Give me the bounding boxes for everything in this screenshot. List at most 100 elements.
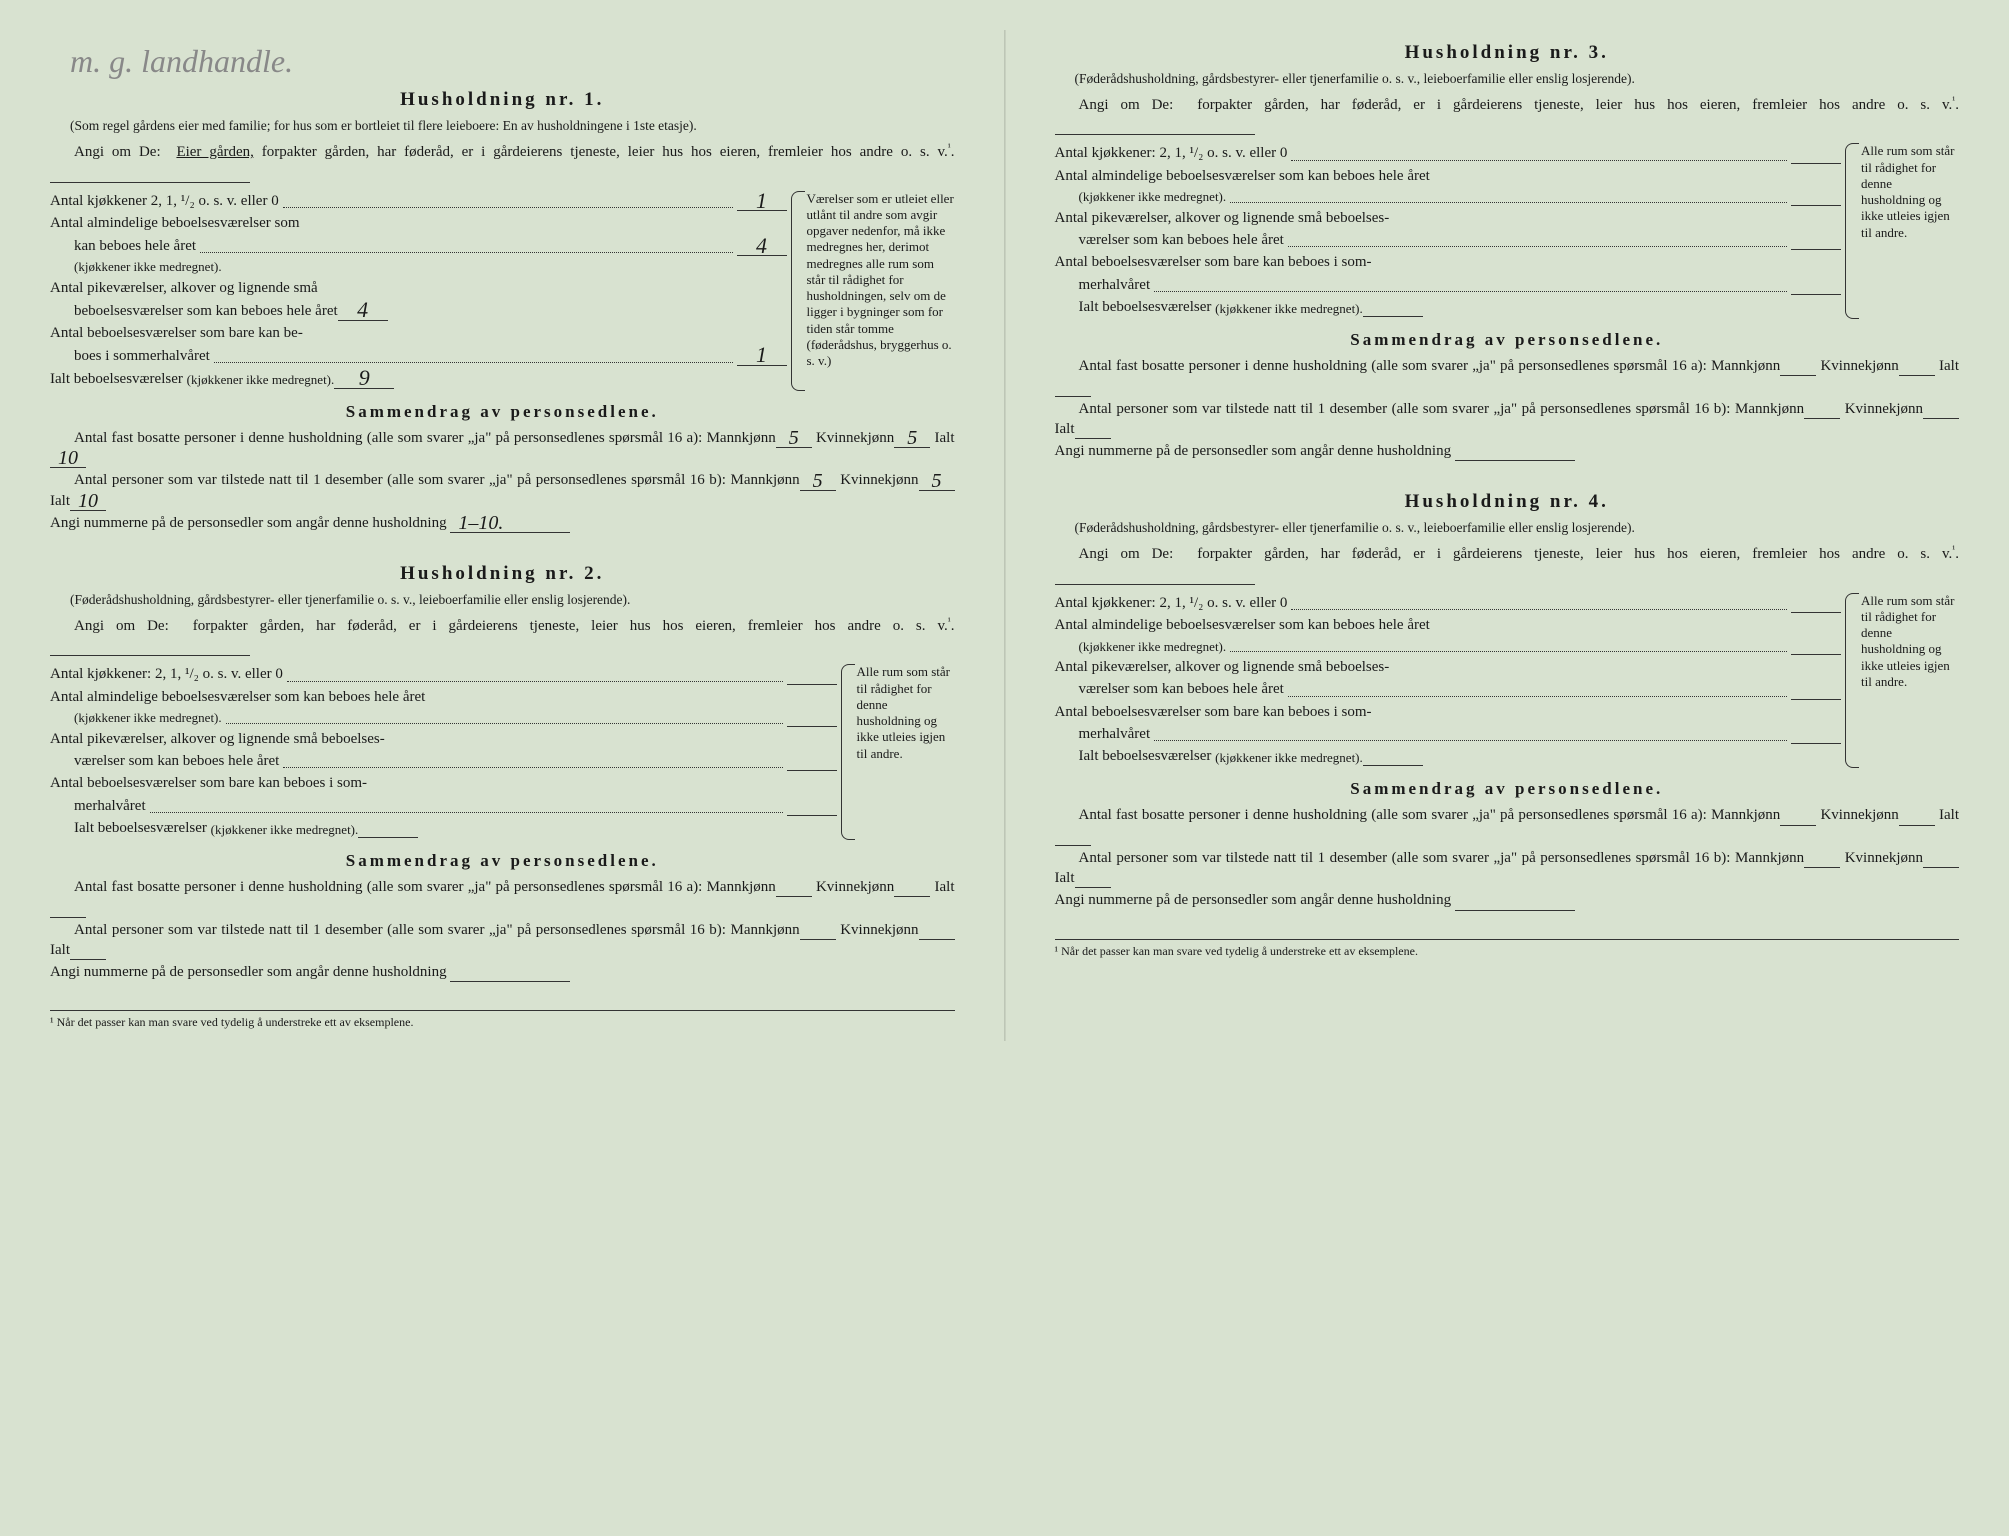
q-ialt: Ialt beboelsesværelser (kjøkkener ikke m… — [1055, 297, 1842, 317]
val-kjokken — [787, 667, 837, 685]
q-pike-b: værelser som kan beboes hele året — [1055, 679, 1842, 699]
val-sommer — [787, 798, 837, 816]
q-ialt: Ialt beboelsesværelser (kjøkkener ikke m… — [1055, 746, 1842, 766]
document-spread: m. g. landhandle. Husholdning nr. 1. (So… — [30, 30, 1979, 1041]
q-kjokken: Antal kjøkkener: 2, 1, ¹/₂ o. s. v. elle… — [1055, 143, 1842, 163]
angi-line: Angi om De: Eier gården, forpakter gårde… — [50, 141, 955, 183]
val-ialt — [1363, 748, 1423, 766]
brace-icon — [791, 191, 805, 391]
sum-16b: Antal personer som var tilstede natt til… — [50, 470, 955, 511]
sum-16a: Antal fast bosatte personer i denne hush… — [50, 877, 955, 918]
q-pike-a: Antal pikeværelser, alkover og lignende … — [50, 729, 837, 749]
val-kjokken — [1791, 146, 1841, 164]
q-sommer-a: Antal beboelsesværelser som bare kan beb… — [1055, 252, 1842, 272]
q-sommer-b: boes i sommerhalvåret 1 — [50, 345, 787, 366]
q-pike-b: værelser som kan beboes hele året — [1055, 230, 1842, 250]
val-ialt: 9 — [334, 368, 394, 389]
summary-title: Sammendrag av personsedlene. — [50, 401, 955, 424]
q-sommer-b: merhalvåret — [50, 796, 837, 816]
q-kjokken: Antal kjøkkener: 2, 1, ¹/₂ o. s. v. elle… — [1055, 593, 1842, 613]
val-kjokken: 1 — [737, 191, 787, 212]
household-title: Husholdning nr. 3. — [1055, 40, 1960, 66]
q-alm-b: (kjøkkener ikke medregnet). — [1055, 637, 1842, 655]
brace-icon — [1845, 593, 1859, 769]
household-3: Husholdning nr. 3. (Føderådshusholdning,… — [1055, 40, 1960, 461]
q-kjokken: Antal kjøkkener 2, 1, ¹/₂ o. s. v. eller… — [50, 191, 787, 212]
q-sommer-a: Antal beboelsesværelser som bare kan beb… — [1055, 702, 1842, 722]
sidenote: Alle rum som står til rådighet for denne… — [845, 664, 955, 840]
q-alm-a: Antal almindelige beboelsesværelser som … — [1055, 615, 1842, 635]
questions-block: Antal kjøkkener 2, 1, ¹/₂ o. s. v. eller… — [50, 191, 955, 391]
household-subtitle: (Føderådshusholdning, gårdsbestyrer- ell… — [1055, 70, 1960, 88]
household-subtitle: (Føderådshusholdning, gårdsbestyrer- ell… — [1055, 519, 1960, 537]
footnote: ¹ Når det passer kan man svare ved tydel… — [50, 1010, 955, 1030]
sidenote: Alle rum som står til rådighet for denne… — [1849, 143, 1959, 319]
sum-16a: Antal fast bosatte personer i denne hush… — [50, 428, 955, 469]
sum-16b: Antal personer som var tilstede natt til… — [50, 920, 955, 961]
page-spine — [1004, 30, 1006, 1041]
q-sommer-a: Antal beboelsesværelser som bare kan beb… — [50, 773, 837, 793]
sum-16b: Antal personer som var tilstede natt til… — [1055, 399, 1960, 440]
q-pike-a: Antal pikeværelser, alkover og lignende … — [1055, 657, 1842, 677]
household-2: Husholdning nr. 2. (Føderådshusholdning,… — [50, 561, 955, 982]
household-title: Husholdning nr. 4. — [1055, 489, 1960, 515]
q-alm-a: Antal almindelige beboelsesværelser som — [50, 213, 787, 233]
q-sommer-b: merhalvåret — [1055, 724, 1842, 744]
val-sommer — [1791, 726, 1841, 744]
q-alm-b: kan beboes hele året 4 — [50, 236, 787, 257]
sum-nummerne: Angi nummerne på de personsedler som ang… — [50, 513, 955, 533]
sum-16a: Antal fast bosatte personer i denne hush… — [1055, 356, 1960, 397]
val-pike — [1791, 232, 1841, 250]
q-sommer-b: merhalvåret — [1055, 275, 1842, 295]
val-pike — [1791, 682, 1841, 700]
handwritten-annotation: m. g. landhandle. — [70, 40, 955, 83]
sidenote-h1: Værelser som er utleiet eller utlånt til… — [795, 191, 955, 391]
val-pike — [787, 753, 837, 771]
sum-nummerne: Angi nummerne på de personsedler som ang… — [1055, 890, 1960, 910]
left-page: m. g. landhandle. Husholdning nr. 1. (So… — [30, 30, 975, 1041]
household-title: Husholdning nr. 2. — [50, 561, 955, 587]
summary-title: Sammendrag av personsedlene. — [1055, 329, 1960, 352]
q-sommer-a: Antal beboelsesværelser som bare kan be- — [50, 323, 787, 343]
val-ialt — [358, 820, 418, 838]
q-ialt: Ialt beboelsesværelser (kjøkkener ikke m… — [50, 818, 837, 838]
val-alm — [787, 709, 837, 727]
sum-16a: Antal fast bosatte personer i denne hush… — [1055, 805, 1960, 846]
household-1: Husholdning nr. 1. (Som regel gårdens ei… — [50, 87, 955, 533]
q-alm-sub: (kjøkkener ikke medregnet). — [50, 258, 787, 276]
sum-nummerne: Angi nummerne på de personsedler som ang… — [1055, 441, 1960, 461]
q-ialt: Ialt beboelsesværelser (kjøkkener ikke m… — [50, 368, 787, 389]
val-ialt — [1363, 299, 1423, 317]
brace-icon — [1845, 143, 1859, 319]
val-pike: 4 — [338, 300, 388, 321]
brace-icon — [841, 664, 855, 840]
q-pike-a: Antal pikeværelser, alkover og lignende … — [50, 278, 787, 298]
q-alm-a: Antal almindelige beboelsesværelser som … — [50, 687, 837, 707]
val-alm — [1791, 637, 1841, 655]
household-subtitle: (Føderådshusholdning, gårdsbestyrer- ell… — [50, 591, 955, 609]
questions-block: Antal kjøkkener: 2, 1, ¹/₂ o. s. v. elle… — [1055, 593, 1960, 769]
angi-line: Angi om De: forpakter gården, har føderå… — [50, 615, 955, 657]
q-pike-a: Antal pikeværelser, alkover og lignende … — [1055, 208, 1842, 228]
val-sommer — [1791, 277, 1841, 295]
q-alm-b: (kjøkkener ikke medregnet). — [50, 709, 837, 727]
footnote: ¹ Når det passer kan man svare ved tydel… — [1055, 939, 1960, 959]
right-page: Husholdning nr. 3. (Føderådshusholdning,… — [1035, 30, 1980, 1041]
val-alm — [1791, 188, 1841, 206]
sum-nummerne: Angi nummerne på de personsedler som ang… — [50, 962, 955, 982]
q-alm-b: (kjøkkener ikke medregnet). — [1055, 188, 1842, 206]
household-title: Husholdning nr. 1. — [50, 87, 955, 113]
sidenote: Alle rum som står til rådighet for denne… — [1849, 593, 1959, 769]
summary-title: Sammendrag av personsedlene. — [1055, 778, 1960, 801]
sum-16b: Antal personer som var tilstede natt til… — [1055, 848, 1960, 889]
q-pike-b: værelser som kan beboes hele året — [50, 751, 837, 771]
summary-title: Sammendrag av personsedlene. — [50, 850, 955, 873]
q-kjokken: Antal kjøkkener: 2, 1, ¹/₂ o. s. v. elle… — [50, 664, 837, 684]
angi-line: Angi om De: forpakter gården, har føderå… — [1055, 543, 1960, 585]
q-pike-b: beboelsesværelser som kan beboes hele år… — [50, 300, 787, 321]
q-alm-a: Antal almindelige beboelsesværelser som … — [1055, 166, 1842, 186]
angi-line: Angi om De: forpakter gården, har føderå… — [1055, 94, 1960, 136]
val-alm: 4 — [737, 236, 787, 257]
val-kjokken — [1791, 595, 1841, 613]
questions-block: Antal kjøkkener: 2, 1, ¹/₂ o. s. v. elle… — [1055, 143, 1960, 319]
